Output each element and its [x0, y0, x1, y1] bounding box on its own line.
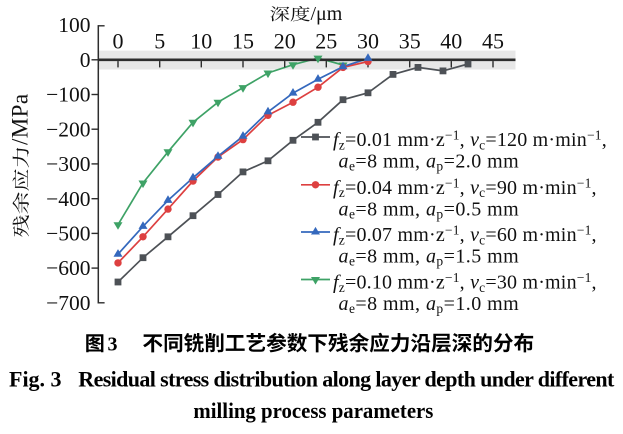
svg-text:35: 35 — [399, 29, 421, 54]
svg-text:45: 45 — [482, 29, 504, 54]
svg-text:Fig. 3: Fig. 3 — [9, 367, 62, 392]
svg-text:−500: −500 — [46, 222, 90, 246]
svg-text:−600: −600 — [46, 256, 90, 280]
svg-text:ae=8 mm, ap=0.5 mm: ae=8 mm, ap=0.5 mm — [339, 198, 520, 221]
svg-text:−100: −100 — [46, 83, 90, 107]
svg-text:−700: −700 — [46, 291, 90, 315]
svg-text:40: 40 — [440, 29, 462, 54]
svg-text:25: 25 — [315, 29, 337, 54]
svg-text:−300: −300 — [46, 152, 90, 176]
svg-text:0: 0 — [80, 48, 91, 72]
svg-text:/μm: /μm — [311, 3, 343, 25]
svg-text:/MPa: /MPa — [8, 94, 33, 145]
svg-text:milling process parameters: milling process parameters — [193, 398, 433, 423]
svg-text:100: 100 — [58, 13, 90, 37]
svg-text:ae=8 mm, ap=1.5 mm: ae=8 mm, ap=1.5 mm — [339, 246, 520, 269]
svg-text:fz=0.10 mm·z−1, vc=30 m·min−1,: fz=0.10 mm·z−1, vc=30 m·min−1, — [333, 270, 597, 295]
svg-text:ae=8 mm, ap=2.0 mm: ae=8 mm, ap=2.0 mm — [339, 151, 520, 174]
svg-text:0: 0 — [113, 29, 124, 54]
svg-text:fz=0.04 mm·z−1, vc=90 m·min−1,: fz=0.04 mm·z−1, vc=90 m·min−1, — [333, 176, 597, 201]
svg-text:Residual stress distribution a: Residual stress distribution along layer… — [78, 367, 615, 392]
svg-text:ae=8 mm, ap=1.0 mm: ae=8 mm, ap=1.0 mm — [339, 293, 520, 316]
svg-text:20: 20 — [274, 29, 296, 54]
svg-text:15: 15 — [232, 29, 254, 54]
svg-text:10: 10 — [190, 29, 212, 54]
svg-text:5: 5 — [154, 29, 165, 54]
svg-text:30: 30 — [357, 29, 379, 54]
svg-text:3: 3 — [108, 334, 118, 356]
svg-text:fz=0.07 mm·z−1, vc=60 m·min−1,: fz=0.07 mm·z−1, vc=60 m·min−1, — [333, 223, 597, 248]
svg-text:−200: −200 — [46, 117, 90, 141]
svg-text:fz=0.01 mm·z−1, vc=120 m·min−1: fz=0.01 mm·z−1, vc=120 m·min−1, — [333, 128, 607, 153]
svg-text:−400: −400 — [46, 187, 90, 211]
